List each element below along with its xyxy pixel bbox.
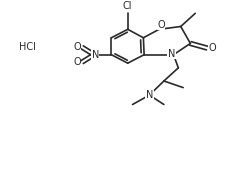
Text: Cl: Cl xyxy=(123,1,133,11)
Text: O: O xyxy=(73,57,81,67)
Text: O: O xyxy=(157,20,165,30)
Text: O: O xyxy=(73,42,81,52)
Text: N: N xyxy=(168,49,175,59)
Text: O: O xyxy=(209,43,216,53)
Text: N: N xyxy=(92,50,99,60)
Text: N: N xyxy=(146,90,153,101)
Text: HCl: HCl xyxy=(19,42,36,52)
